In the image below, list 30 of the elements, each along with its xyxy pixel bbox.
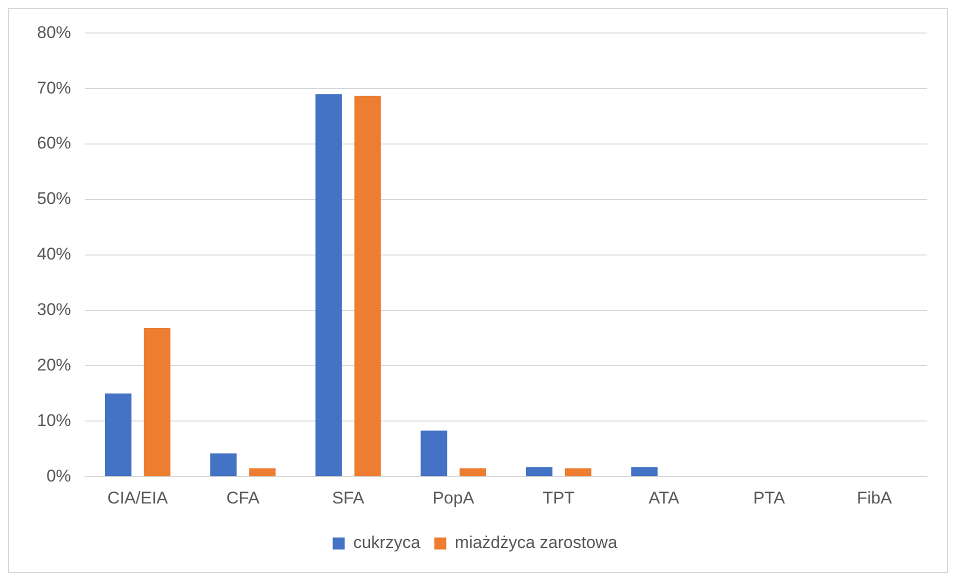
- y-tick-label: 0%: [46, 466, 72, 486]
- bar: [104, 393, 132, 476]
- x-tick-label: PTA: [753, 488, 786, 508]
- y-tick-label: 20%: [36, 355, 72, 374]
- bar: [420, 430, 448, 476]
- bar: [144, 328, 170, 476]
- bar: [564, 468, 592, 476]
- x-tick-label: ATA: [648, 488, 680, 508]
- x-tick-label: PopA: [432, 488, 475, 508]
- x-tick-label: CFA: [226, 488, 260, 508]
- legend-label: cukrzyca: [353, 533, 421, 552]
- bar: [210, 453, 237, 476]
- y-tick-label: 60%: [36, 134, 72, 153]
- legend-label: miażdżyca zarostowa: [454, 533, 618, 552]
- y-tick-label: 40%: [36, 244, 72, 264]
- y-tick-label: 10%: [36, 410, 72, 430]
- bar: [249, 468, 276, 476]
- y-tick-label: 70%: [36, 78, 72, 98]
- x-tick-label: TPT: [542, 488, 575, 508]
- x-tick-label: FibA: [856, 488, 893, 508]
- bar: [631, 467, 658, 476]
- y-tick-label: 50%: [36, 189, 72, 208]
- x-tick-label: CIA/EIA: [107, 488, 169, 508]
- y-tick-label: 30%: [36, 300, 72, 320]
- x-tick-label: SFA: [332, 488, 365, 508]
- bar: [460, 468, 486, 476]
- bar: [354, 96, 381, 476]
- y-tick-label: 80%: [36, 22, 72, 42]
- bar: [526, 467, 552, 476]
- bar: [315, 94, 342, 476]
